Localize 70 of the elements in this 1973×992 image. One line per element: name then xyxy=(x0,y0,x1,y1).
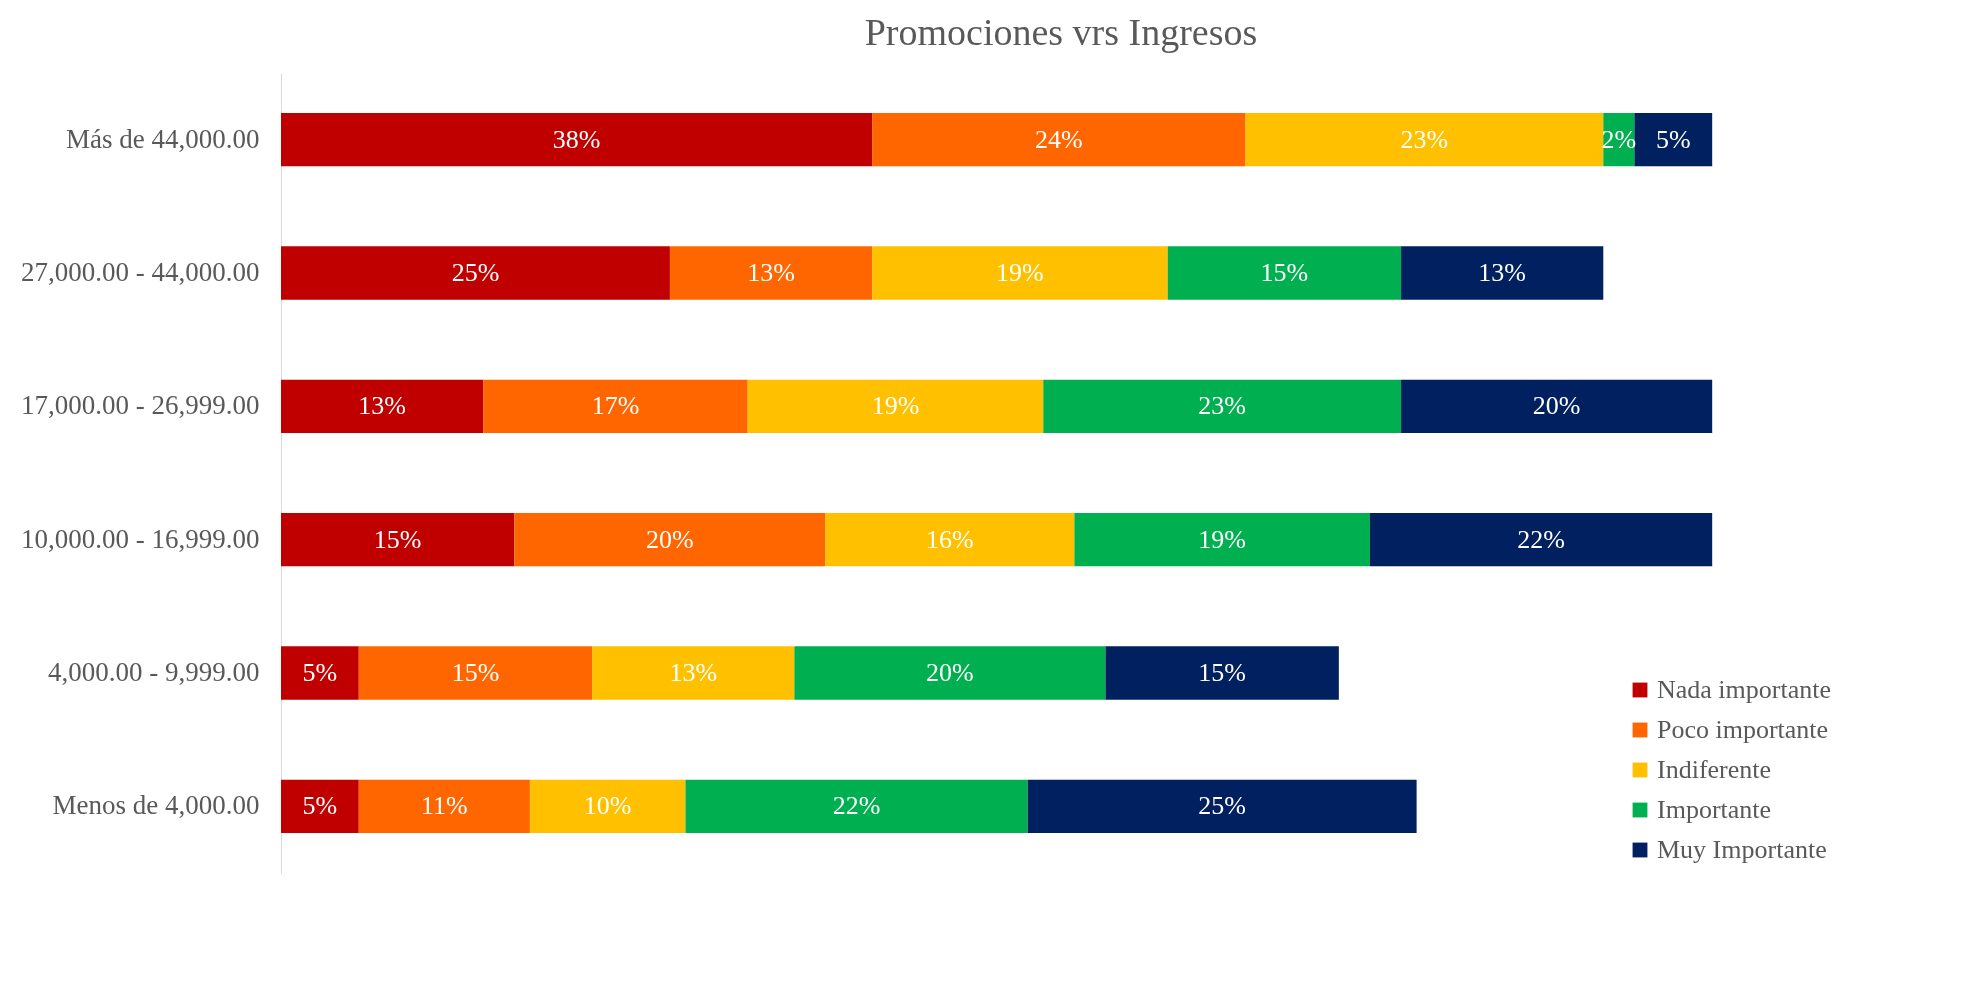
bar xyxy=(483,379,748,433)
data-label: 23% xyxy=(1198,391,1246,421)
data-label: 20% xyxy=(646,524,694,554)
bar xyxy=(1634,113,1713,167)
data-label: 20% xyxy=(926,658,974,687)
bar xyxy=(685,779,1028,833)
data-label: 16% xyxy=(926,524,974,554)
bar xyxy=(1074,513,1370,567)
data-label: 25% xyxy=(1198,791,1246,821)
data-label: 5% xyxy=(302,658,338,687)
data-label: 22% xyxy=(1517,524,1565,554)
bar xyxy=(747,379,1044,433)
data-label: 5% xyxy=(302,791,338,821)
data-label: 15% xyxy=(1198,658,1246,687)
bar xyxy=(669,246,873,300)
bar xyxy=(1105,646,1339,700)
legend-label: Nada importante xyxy=(1657,675,1831,704)
bar xyxy=(281,513,515,567)
bar xyxy=(1027,779,1417,833)
bar xyxy=(358,779,530,833)
data-label: 13% xyxy=(358,391,406,421)
bar xyxy=(1401,246,1604,300)
data-label: 13% xyxy=(747,258,795,287)
bar xyxy=(281,779,359,833)
bar xyxy=(1043,379,1402,433)
bar xyxy=(1401,379,1713,433)
bar xyxy=(529,779,686,833)
bar xyxy=(592,646,795,700)
bar xyxy=(281,246,670,300)
bar xyxy=(825,513,1075,567)
bar xyxy=(794,646,1106,700)
legend-label: Indiferente xyxy=(1657,755,1772,784)
data-label: 19% xyxy=(1198,524,1246,554)
data-label: 15% xyxy=(1260,258,1309,287)
y-tick-label: 4,000.00 - 9,999.00 xyxy=(48,657,260,687)
bar xyxy=(358,646,593,700)
bar xyxy=(281,113,873,167)
data-label: 38% xyxy=(552,124,601,154)
bar xyxy=(872,113,1246,167)
bar xyxy=(514,513,826,567)
data-label: 19% xyxy=(871,391,920,421)
y-tick-label: 10,000.00 - 16,999.00 xyxy=(21,523,260,554)
data-label: 20% xyxy=(1532,391,1581,421)
data-label: 11% xyxy=(420,791,468,821)
data-label: 15% xyxy=(451,658,500,687)
data-label: 13% xyxy=(669,658,718,687)
bar xyxy=(1369,513,1713,567)
data-label: 17% xyxy=(591,391,640,421)
legend-label: Importante xyxy=(1657,795,1772,824)
data-label: 25% xyxy=(451,258,500,287)
data-label: 24% xyxy=(1034,124,1083,154)
data-label: 22% xyxy=(832,791,881,821)
bar xyxy=(872,246,1168,300)
bar xyxy=(281,379,484,433)
legend-label: Poco importante xyxy=(1657,715,1829,744)
data-label: 19% xyxy=(996,258,1044,287)
bar xyxy=(1167,246,1402,300)
data-label: 13% xyxy=(1478,258,1527,287)
data-label: 15% xyxy=(373,524,422,554)
y-tick-label: Más de 44,000.00 xyxy=(66,123,260,154)
bar xyxy=(1245,113,1604,167)
data-label: 23% xyxy=(1400,124,1449,154)
y-tick-label: Menos de 4,000.00 xyxy=(52,790,260,821)
legend-label: Muy Importante xyxy=(1657,835,1827,864)
bar xyxy=(281,646,359,700)
chart-title: Promociones vrs Ingresos xyxy=(864,11,1258,53)
y-tick-label: 17,000.00 - 26,999.00 xyxy=(21,390,260,421)
data-label: 10% xyxy=(583,791,632,821)
data-label: 5% xyxy=(1655,124,1691,154)
y-tick-label: 27,000.00 - 44,000.00 xyxy=(21,257,260,287)
